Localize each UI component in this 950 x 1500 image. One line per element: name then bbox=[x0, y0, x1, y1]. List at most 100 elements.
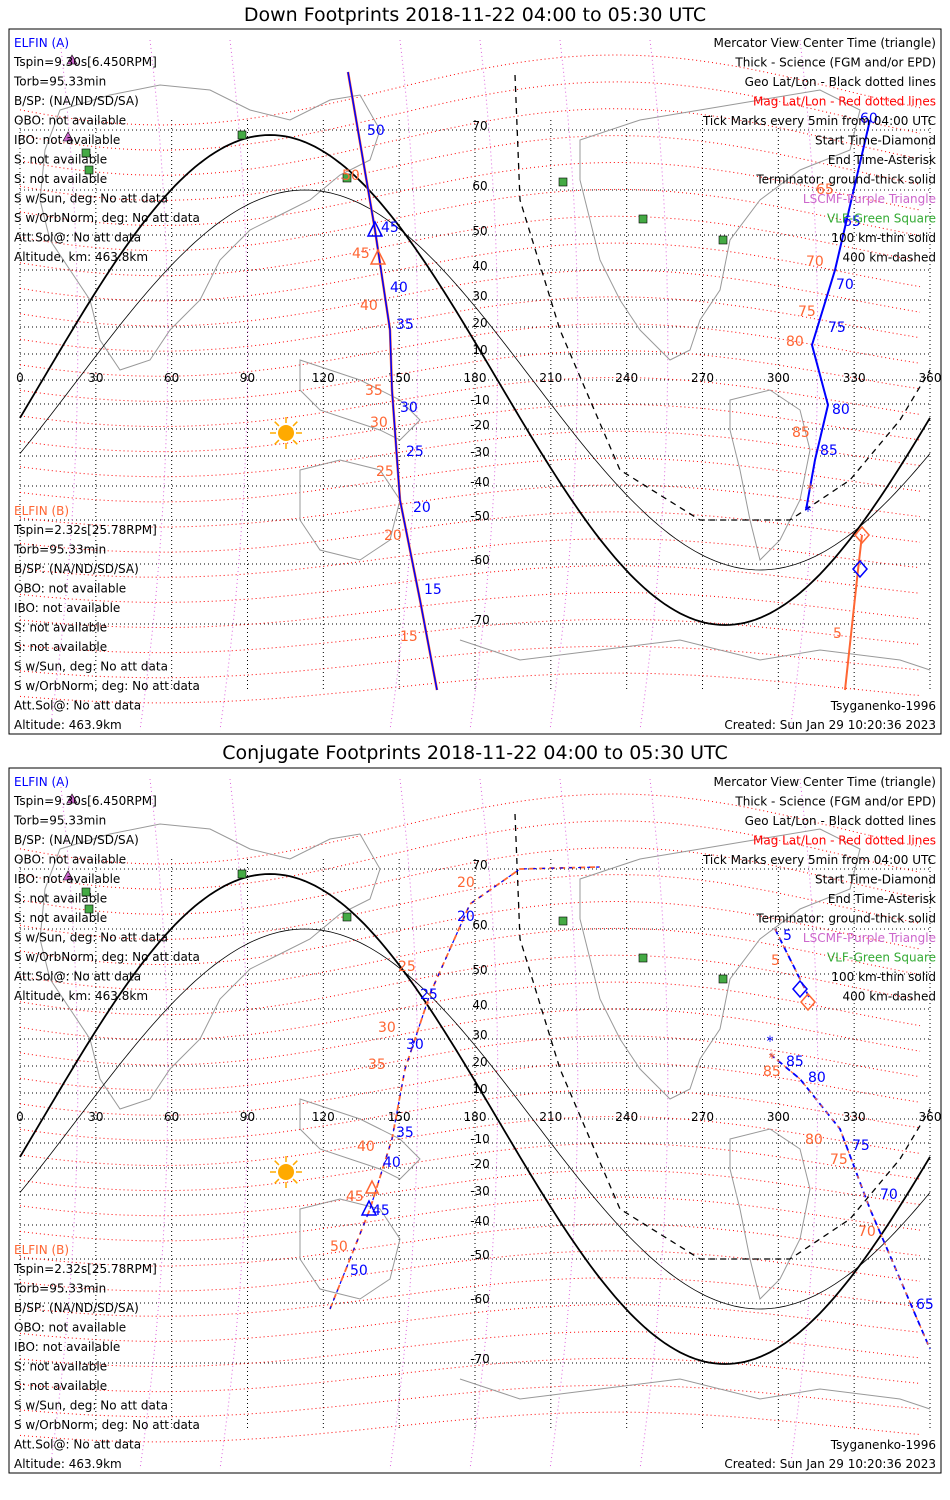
elfin-b-tick-label: 75 bbox=[798, 304, 816, 320]
lon-tick-label: 180 bbox=[464, 1110, 487, 1124]
legend-entry: 400 km-dashed bbox=[842, 990, 936, 1004]
elfin-a-info-line: Altitude, km: 463.8km bbox=[14, 989, 148, 1003]
elfin-b-tick-label: 5 bbox=[771, 953, 780, 969]
elfin-b-tick-label: 15 bbox=[400, 629, 418, 645]
mag-meridian bbox=[550, 779, 578, 1469]
model-label: Tsyganenko-1996 bbox=[830, 1438, 936, 1452]
lat-tick-label: 30 bbox=[472, 1028, 487, 1042]
legend-entry: LSCMF-Purple Triangle bbox=[803, 931, 936, 945]
elfin-a-info-line: S w/Sun, deg: No att data bbox=[14, 192, 168, 206]
elfin-a-info-line: S: not available bbox=[14, 172, 107, 186]
vlf-station-marker bbox=[639, 215, 647, 223]
elfin-a-info-line: Tspin=9.30s[6.450RPM] bbox=[13, 794, 157, 808]
lat-tick-label: -50 bbox=[470, 509, 490, 523]
elfin-a-info-line: S: not available bbox=[14, 153, 107, 167]
lat-tick-label: -20 bbox=[470, 1157, 490, 1171]
elfin-a-tick-label: 40 bbox=[383, 1155, 401, 1171]
sun-icon bbox=[278, 425, 294, 441]
elfin-b-tick-label: 40 bbox=[357, 1139, 375, 1155]
mag-parallel bbox=[20, 1009, 920, 1065]
vlf-station-marker bbox=[559, 178, 567, 186]
lat-tick-label: -10 bbox=[470, 1132, 490, 1146]
lon-tick-label: 270 bbox=[691, 1110, 714, 1124]
elfin-a-info-line: Altitude, km: 463.8km bbox=[14, 250, 148, 264]
elfin-a-info-line: OBO: not available bbox=[14, 114, 126, 128]
legend-entry: End Time-Asterisk bbox=[828, 153, 936, 167]
lat-tick-label: 10 bbox=[472, 343, 487, 357]
lon-tick-label: 30 bbox=[88, 1110, 103, 1124]
elfin-b-info-line: IBO: not available bbox=[14, 601, 120, 615]
legend-entry: 100 km-thin solid bbox=[831, 231, 936, 245]
elfin-a-tick-label: 85 bbox=[786, 1054, 804, 1070]
lat-tick-label: 20 bbox=[472, 1055, 487, 1069]
legend-entry: Mercator View Center Time (triangle) bbox=[714, 36, 936, 50]
elfin-a-name: ELFIN (A) bbox=[14, 36, 69, 50]
mag-parallel bbox=[20, 1305, 920, 1342]
elfin-a-name: ELFIN (A) bbox=[14, 775, 69, 789]
coastline bbox=[730, 390, 810, 560]
legend-entry: Start Time-Diamond bbox=[815, 873, 936, 887]
elfin-b-tick-label: 50 bbox=[342, 168, 360, 184]
lon-tick-label: 120 bbox=[312, 1110, 335, 1124]
lon-tick-label: 90 bbox=[240, 1110, 255, 1124]
elfin-a-tick-label: 30 bbox=[406, 1037, 424, 1053]
elfin-b-info-line: OBO: not available bbox=[14, 582, 126, 596]
lon-tick-label: 240 bbox=[615, 1110, 638, 1124]
lon-tick-label: 0 bbox=[16, 1110, 24, 1124]
mag-meridian bbox=[390, 40, 418, 730]
elfin-a-tick-label: 75 bbox=[828, 320, 846, 336]
elfin-a-tick-label: 20 bbox=[457, 909, 475, 925]
mag-parallel bbox=[20, 1063, 920, 1115]
elfin-b-info-line: Altitude: 463.9km bbox=[14, 718, 122, 732]
legend-entry: Terminator: ground-thick solid bbox=[755, 173, 936, 187]
lat-tick-label: -60 bbox=[470, 553, 490, 567]
elfin-b-info-line: OBO: not available bbox=[14, 1321, 126, 1335]
legend-entry: Geo Lat/Lon - Black dotted lines bbox=[745, 75, 936, 89]
elfin-b-tick-label: 35 bbox=[365, 383, 383, 399]
elfin-a-tick-label: 20 bbox=[413, 500, 431, 516]
elfin-b-tick-label: 70 bbox=[858, 1224, 876, 1240]
lon-tick-label: 150 bbox=[388, 1110, 411, 1124]
legend-entry: 400 km-dashed bbox=[842, 251, 936, 265]
map-panel-1: 0 30 60 90 120 150 180 210 240 270 300 330 360706050… bbox=[0, 768, 941, 1473]
mag-meridian bbox=[550, 40, 578, 730]
mag-parallel bbox=[20, 566, 920, 603]
elfin-b-name: ELFIN (B) bbox=[14, 504, 69, 518]
elfin-b-tick-label: 30 bbox=[370, 415, 388, 431]
mag-parallel bbox=[20, 982, 920, 1040]
lon-tick-label: 360 bbox=[919, 1110, 942, 1124]
elfin-a-info-line: S w/OrbNorm, deg: No att data bbox=[14, 211, 200, 225]
lon-tick-label: 210 bbox=[539, 371, 562, 385]
lon-tick-label: 180 bbox=[464, 371, 487, 385]
coastline bbox=[460, 1379, 930, 1409]
elfin-b-tick-label: 85 bbox=[763, 1064, 781, 1080]
lon-tick-label: 300 bbox=[767, 1110, 790, 1124]
lon-tick-label: 300 bbox=[767, 371, 790, 385]
mag-meridian bbox=[390, 779, 418, 1469]
elfin-b-tick-label: 25 bbox=[398, 959, 416, 975]
mag-parallel bbox=[20, 270, 920, 326]
lat-tick-label: 40 bbox=[472, 998, 487, 1012]
elfin-b-end-asterisk: * bbox=[807, 482, 814, 498]
elfin-b-info-line: S w/Sun, deg: No att data bbox=[14, 1399, 168, 1413]
model-label: Tsyganenko-1996 bbox=[830, 699, 936, 713]
elfin-b-info-line: B/SP: (NA/ND/SD/SA) bbox=[14, 1301, 139, 1315]
elfin-b-info-line: Tspin=2.32s[25.78RPM] bbox=[13, 523, 157, 537]
elfin-a-tick-label: 40 bbox=[390, 280, 408, 296]
lon-tick-label: 360 bbox=[919, 371, 942, 385]
mag-parallel bbox=[20, 297, 920, 351]
vlf-station-marker bbox=[719, 236, 727, 244]
elfin-a-info-line: B/SP: (NA/ND/SD/SA) bbox=[14, 833, 139, 847]
elfin-a-tick-label: 75 bbox=[852, 1138, 870, 1154]
elfin-a-tick-label: 80 bbox=[808, 1070, 826, 1086]
legend-entry: 100 km-thin solid bbox=[831, 970, 936, 984]
lon-tick-label: 210 bbox=[539, 1110, 562, 1124]
elfin-a-info-line: S w/Sun, deg: No att data bbox=[14, 931, 168, 945]
elfin-b-tick-label: 85 bbox=[792, 425, 810, 441]
elfin-b-tick-label: 20 bbox=[384, 528, 402, 544]
lat-tick-label: 20 bbox=[472, 316, 487, 330]
elfin-b-tick-label: 20 bbox=[457, 875, 475, 891]
created-timestamp: Created: Sun Jan 29 10:20:36 2023 bbox=[724, 1457, 936, 1471]
elfin-b-tick-label: 80 bbox=[786, 334, 804, 350]
lat-tick-label: -50 bbox=[470, 1248, 490, 1262]
